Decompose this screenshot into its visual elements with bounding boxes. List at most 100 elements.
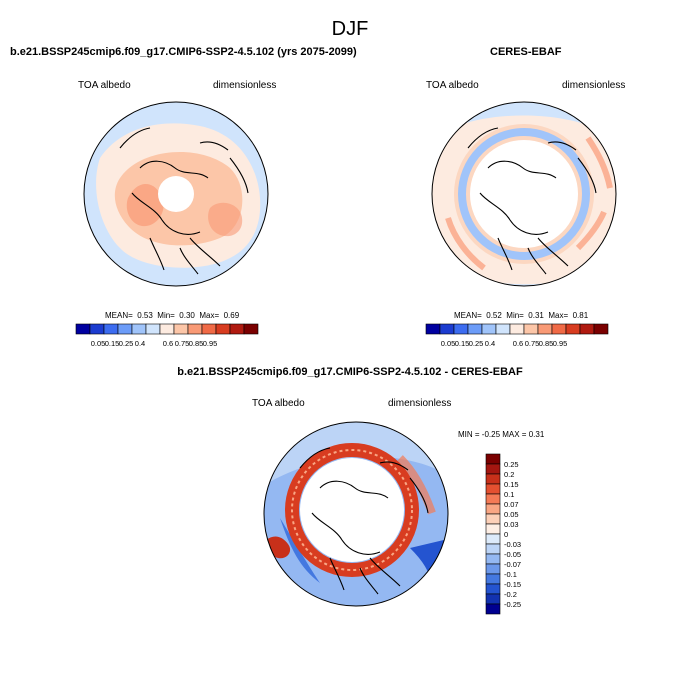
colorbar-difference-swatch bbox=[485, 543, 501, 555]
colorbar-model-swatch bbox=[201, 323, 217, 335]
colorbar-ceres-swatch bbox=[467, 323, 483, 335]
colorbar-model-tick-label: 0.85 bbox=[189, 339, 204, 348]
colorbar-model-tick-label: 0.75 bbox=[175, 339, 190, 348]
colorbar-ceres-swatch bbox=[523, 323, 539, 335]
panel2-min-label: Min= bbox=[506, 311, 524, 320]
polar-map-ceres bbox=[431, 101, 617, 287]
colorbar-ceres-swatch bbox=[453, 323, 469, 335]
colorbar-difference-tick-label: -0.03 bbox=[504, 540, 521, 549]
panel2-max-label: Max= bbox=[548, 311, 569, 320]
colorbar-model-tick-label: 0.25 bbox=[119, 339, 134, 348]
colorbar-difference-swatch bbox=[485, 563, 501, 575]
panel2-min: 0.31 bbox=[528, 311, 544, 320]
colorbar-difference-tick-label: 0.05 bbox=[504, 510, 519, 519]
colorbar-model: 0.05 0.15 0.25 0.4 0.6 0.75 0.85 0.95 bbox=[75, 323, 259, 348]
colorbar-difference-tick-label: -0.25 bbox=[504, 600, 521, 609]
colorbar-difference-swatch bbox=[485, 603, 501, 615]
panel2-units: dimensionless bbox=[562, 80, 626, 91]
colorbar-ceres-swatch bbox=[481, 323, 497, 335]
colorbar-model-swatch bbox=[103, 323, 119, 335]
colorbar-difference-tick-label: -0.05 bbox=[504, 550, 521, 559]
colorbar-difference-tick-label: 0.07 bbox=[504, 500, 519, 509]
colorbar-difference-tick-label: 0.15 bbox=[504, 480, 519, 489]
panel1-title: b.e21.BSSP245cmip6.f09_g17.CMIP6-SSP2-4.… bbox=[10, 46, 357, 58]
colorbar-ceres-swatch bbox=[509, 323, 525, 335]
colorbar-model-swatch bbox=[145, 323, 161, 335]
colorbar-difference-swatch bbox=[485, 473, 501, 485]
colorbar-difference-tick-label: -0.07 bbox=[504, 560, 521, 569]
panel2-title: CERES-EBAF bbox=[490, 46, 562, 58]
panel1-max-label: Max= bbox=[199, 311, 220, 320]
panel2-max: 0.81 bbox=[572, 311, 589, 320]
colorbar-ceres-tick-label: 0.4 bbox=[485, 339, 495, 348]
colorbar-ceres-swatch bbox=[537, 323, 553, 335]
colorbar-ceres-tick-label: 0.95 bbox=[553, 339, 568, 348]
colorbar-model-swatch bbox=[117, 323, 133, 335]
colorbar-model-swatch bbox=[229, 323, 245, 335]
colorbar-ceres-tick-label: 0.25 bbox=[469, 339, 484, 348]
colorbar-model-tick-label: 0.95 bbox=[203, 339, 218, 348]
colorbar-difference-tick-label: 0.1 bbox=[504, 490, 514, 499]
colorbar-difference-tick-label: 0 bbox=[504, 530, 508, 539]
panel1-mean: 0.53 bbox=[137, 311, 153, 320]
panel3-stats: MIN = -0.25 MAX = 0.31 bbox=[458, 430, 545, 439]
colorbar-ceres-swatch bbox=[579, 323, 595, 335]
colorbar-model-tick-label: 0.05 bbox=[91, 339, 106, 348]
panel2-mean-label: MEAN= bbox=[454, 311, 482, 320]
panel1-max: 0.69 bbox=[223, 311, 240, 320]
colorbar-difference-swatch bbox=[485, 523, 501, 535]
colorbar-model-tick-label: 0.6 bbox=[163, 339, 173, 348]
colorbar-model-swatch bbox=[75, 323, 91, 335]
colorbar-difference-swatch bbox=[485, 483, 501, 495]
colorbar-difference-swatch bbox=[485, 453, 501, 465]
colorbar-difference-tick-label: -0.2 bbox=[504, 590, 517, 599]
polar-map-model bbox=[83, 101, 269, 287]
colorbar-difference-tick-label: 0.03 bbox=[504, 520, 519, 529]
colorbar-ceres-swatch bbox=[551, 323, 567, 335]
panel1-min: 0.30 bbox=[179, 311, 195, 320]
colorbar-model-swatch bbox=[89, 323, 105, 335]
colorbar-difference-swatch bbox=[485, 583, 501, 595]
panel3-title: b.e21.BSSP245cmip6.f09_g17.CMIP6-SSP2-4.… bbox=[177, 366, 523, 378]
colorbar-ceres-tick-label: 0.85 bbox=[539, 339, 554, 348]
colorbar-model-swatch bbox=[173, 323, 189, 335]
panel2-variable: TOA albedo bbox=[426, 80, 479, 91]
colorbar-ceres-swatch bbox=[495, 323, 511, 335]
colorbar-difference-tick-label: -0.1 bbox=[504, 570, 517, 579]
colorbar-ceres-swatch bbox=[593, 323, 609, 335]
panel3-units: dimensionless bbox=[388, 398, 452, 409]
panel1-mean-label: MEAN= bbox=[105, 311, 133, 320]
colorbar-ceres-swatch bbox=[565, 323, 581, 335]
panel1-stats: MEAN= 0.53 Min= 0.30 Max= 0.69 bbox=[105, 311, 239, 320]
colorbar-difference-swatch bbox=[485, 493, 501, 505]
colorbar-model-swatch bbox=[215, 323, 231, 335]
colorbar-difference-swatch bbox=[485, 513, 501, 525]
colorbar-ceres-tick-label: 0.6 bbox=[513, 339, 523, 348]
colorbar-ceres: 0.05 0.15 0.25 0.4 0.6 0.75 0.85 0.95 bbox=[425, 323, 609, 348]
colorbar-difference-swatch bbox=[485, 533, 501, 545]
colorbar-ceres-tick-label: 0.05 bbox=[441, 339, 456, 348]
panel1-variable: TOA albedo bbox=[78, 80, 131, 91]
colorbar-difference-tick-label: 0.2 bbox=[504, 470, 514, 479]
colorbar-model-swatch bbox=[187, 323, 203, 335]
colorbar-ceres-swatch bbox=[439, 323, 455, 335]
panel1-min-label: Min= bbox=[157, 311, 175, 320]
colorbar-ceres-tick-label: 0.15 bbox=[455, 339, 470, 348]
colorbar-model-tick-label: 0.15 bbox=[105, 339, 120, 348]
colorbar-model-swatch bbox=[159, 323, 175, 335]
colorbar-difference-swatch bbox=[485, 593, 501, 605]
polar-map-difference bbox=[263, 421, 449, 607]
panel1-units: dimensionless bbox=[213, 80, 277, 91]
colorbar-ceres-swatch bbox=[425, 323, 441, 335]
panel3-variable: TOA albedo bbox=[252, 398, 305, 409]
colorbar-difference-swatch bbox=[485, 573, 501, 585]
colorbar-model-swatch bbox=[131, 323, 147, 335]
colorbar-difference-swatch bbox=[485, 553, 501, 565]
colorbar-model-tick-label: 0.4 bbox=[135, 339, 145, 348]
colorbar-difference-swatch bbox=[485, 503, 501, 515]
panel2-mean: 0.52 bbox=[486, 311, 502, 320]
colorbar-model-swatch bbox=[243, 323, 259, 335]
colorbar-difference-tick-label: -0.15 bbox=[504, 580, 521, 589]
panel2-stats: MEAN= 0.52 Min= 0.31 Max= 0.81 bbox=[454, 311, 588, 320]
colorbar-difference-tick-label: 0.25 bbox=[504, 460, 519, 469]
